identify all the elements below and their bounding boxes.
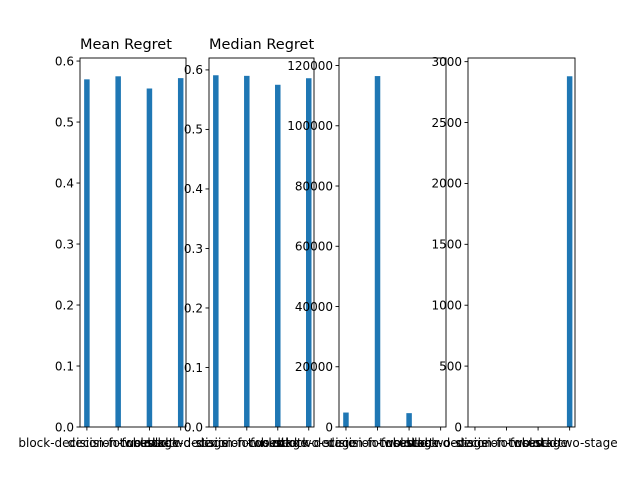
y-tick-label: 80000 (295, 179, 333, 193)
y-tick-label: 60000 (295, 240, 333, 254)
axes-frame (208, 57, 315, 428)
bar-1-4 (177, 78, 184, 427)
y-tick-label: 500 (439, 359, 462, 373)
x-tick-label: two-stage (120, 436, 180, 450)
x-tick-label: decision-focused (327, 436, 428, 450)
x-tick-label: decision-focused (68, 436, 169, 450)
chart-panel-2: 0.0 0.1 0.2 0.3 0.4 0.5 0.6 block-decision-focu… (147, 37, 356, 450)
x-tick-label: block-two-stage (261, 436, 357, 450)
axes-frame (338, 57, 447, 428)
chart-title: Median Regret (209, 37, 314, 53)
x-tick-label: block-decision-focused (277, 436, 414, 450)
chart-panel-1: 0.0 0.1 0.2 0.3 0.4 0.5 0.6 block-decision-focu… (18, 37, 228, 450)
x-tick-label: block-two-stage (133, 436, 229, 450)
y-tick-label: 0.6 (184, 63, 203, 77)
y-tick-label: 1000 (431, 299, 462, 313)
bar-1-3 (146, 88, 153, 427)
y-tick-label: 2500 (431, 116, 462, 130)
y-tick-label: 0.1 (55, 359, 74, 373)
bar-2-2 (244, 75, 250, 427)
y-tick-label: 0.4 (184, 182, 203, 196)
chart-title: Mean Regret (80, 37, 172, 53)
bar-1-1 (84, 79, 90, 427)
y-tick-label: 0.1 (184, 361, 203, 375)
y-tick-label: 0 (325, 420, 333, 434)
axes-frame (79, 57, 187, 428)
chart-panel-4: 0 500 1000 1500 2000 2500 3000 block-decision-f… (406, 55, 617, 450)
y-tick-label: 20000 (295, 360, 333, 374)
bar-2-1 (213, 75, 219, 427)
y-tick-label: 0 (454, 420, 462, 434)
y-tick-label: 120000 (287, 59, 333, 73)
axes-frame (467, 57, 576, 428)
x-tick-label: block-two-stage (522, 436, 618, 450)
x-tick-label: two-stage (248, 436, 308, 450)
x-tick-label: block-decision-focused (147, 436, 284, 450)
bar-4-4 (566, 76, 573, 428)
x-tick-label: block-decision-focused (18, 436, 155, 450)
y-tick-label: 0.3 (184, 242, 203, 256)
chart-panel-3: 020000400006000080000100000120000block-d… (277, 57, 489, 450)
y-tick-label: 0.0 (184, 420, 203, 434)
bar-1-2 (115, 76, 121, 428)
y-tick-label: 0.0 (55, 420, 74, 434)
bar-3-1 (343, 412, 349, 427)
y-tick-label: 0.4 (55, 176, 74, 190)
x-tick-label: two-stage (379, 436, 439, 450)
y-tick-label: 0.5 (55, 115, 74, 129)
y-tick-label: 100000 (287, 119, 333, 133)
bar-2-4 (306, 78, 312, 428)
y-tick-label: 0.3 (55, 237, 74, 251)
y-tick-label: 1500 (431, 238, 462, 252)
x-tick-label: decision-focused (196, 436, 297, 450)
x-tick-label: two-stage (508, 436, 568, 450)
x-tick-label: block-two-stage (393, 436, 489, 450)
y-tick-label: 40000 (295, 300, 333, 314)
y-tick-label: 0.2 (55, 298, 74, 312)
y-tick-label: 0.6 (55, 54, 74, 68)
bar-2-3 (275, 84, 281, 427)
bar-3-2 (374, 76, 381, 427)
y-tick-label: 0.5 (184, 123, 203, 137)
bar-3-3 (406, 413, 412, 427)
y-tick-label: 2000 (431, 177, 462, 191)
y-tick-label: 3000 (431, 55, 462, 69)
x-tick-label: block-decision-focused (406, 436, 543, 450)
x-tick-label: decision-focused (456, 436, 557, 450)
y-tick-label: 0.2 (184, 301, 203, 315)
